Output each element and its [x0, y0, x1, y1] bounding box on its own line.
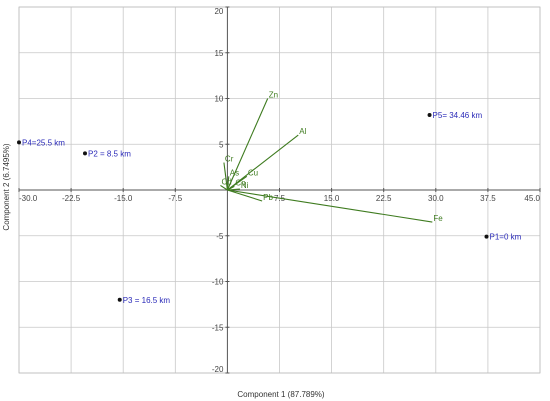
x-tick-label: 15.0: [324, 194, 340, 203]
score-point-label: P1=0 km: [490, 233, 522, 242]
x-tick-label: 30.0: [428, 194, 444, 203]
score-point: [82, 151, 87, 156]
vector-line-al: [227, 134, 299, 191]
x-tick-label: 37.5: [480, 194, 496, 203]
y-tick-labels: 20 15 10 5 -5 -10 -15 -20: [212, 6, 230, 374]
y-tick-label: -10: [212, 278, 224, 287]
score-point: [17, 140, 21, 145]
y-tick-label: 20: [214, 7, 223, 16]
score-point-label: P2 = 8.5 km: [88, 149, 131, 158]
y-tick-label: 15: [214, 49, 223, 58]
score-point-label: P5= 34.46 km: [433, 111, 483, 120]
y-tick-label: -15: [212, 323, 224, 332]
vector-label-cu: Cu: [248, 168, 258, 177]
x-tick-label: -30.0: [19, 194, 38, 203]
vector-label-al: Al: [299, 127, 306, 136]
vector-line-fe: [227, 189, 433, 223]
grid-lines: [18, 6, 541, 374]
y-tick-label: -5: [216, 232, 224, 241]
vector-label-co: Co: [235, 178, 246, 187]
vector-line-cr: [223, 162, 228, 191]
vector-label-pb: Pb: [263, 193, 273, 202]
x-axis-title: Component 1 (87.789%): [237, 390, 325, 399]
score-point: [427, 112, 432, 117]
vector-line-cd: [220, 184, 228, 191]
vector-label-zn: Zn: [269, 91, 278, 100]
vector-label-ni: Ni: [241, 181, 249, 190]
y-tick-label: -20: [212, 365, 224, 374]
y-tick-label: 5: [219, 140, 224, 149]
x-tick-label: 45.0: [524, 194, 540, 203]
vector-label-cr: Cr: [225, 155, 234, 164]
score-point-label: P4=25.5 km: [22, 138, 65, 147]
score-point: [117, 297, 122, 302]
x-tick-label: 22.5: [376, 194, 392, 203]
vector-line-co: [227, 185, 235, 191]
score-point-label: P3 = 16.5 km: [123, 296, 171, 305]
x-tick-labels: -30.0-22.5-15.0-7.57.515.022.530.037.545…: [18, 188, 541, 203]
vector-line-pb: [227, 189, 263, 202]
vector-label-fe: Fe: [433, 214, 443, 223]
x-tick-label: -22.5: [62, 194, 81, 203]
x-tick-label: -15.0: [114, 194, 133, 203]
vector-label-cd: Cd: [221, 177, 231, 186]
vector-line-zn: [226, 98, 269, 191]
x-tick-label: -7.5: [168, 194, 182, 203]
score-points: P1=0 km P2 = 8.5 km P3 = 16.5 km P4=25.5 km…: [17, 111, 522, 305]
score-point: [484, 234, 489, 239]
y-axis-title: Component 2 (6.7495%): [2, 143, 11, 231]
vector-label-as: As: [230, 168, 239, 177]
y-tick-label: 10: [214, 95, 223, 104]
